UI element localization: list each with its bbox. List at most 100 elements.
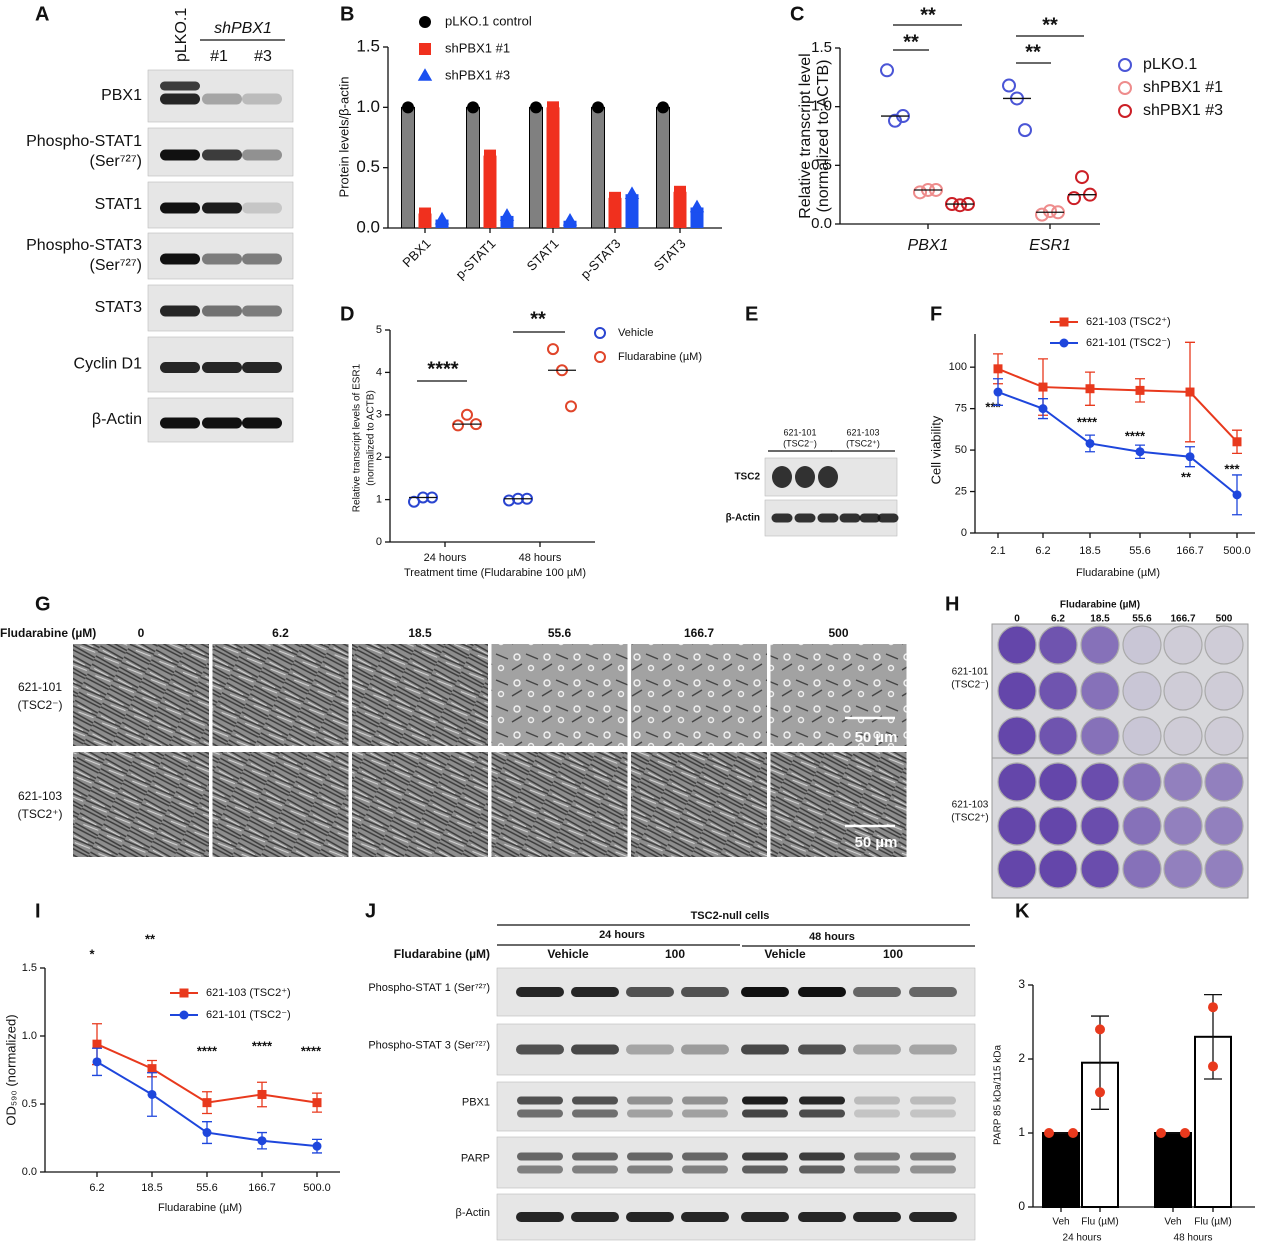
row-label: STAT3 bbox=[95, 299, 143, 316]
band bbox=[854, 1152, 900, 1161]
significance: **** bbox=[1125, 428, 1146, 443]
band bbox=[160, 149, 200, 161]
row-label: 621-103 bbox=[952, 800, 989, 811]
legend-label: 621-103 (TSC2⁺) bbox=[206, 987, 291, 999]
data-point bbox=[1185, 387, 1195, 397]
band bbox=[242, 253, 282, 265]
blot-frame bbox=[496, 967, 976, 1017]
time-label: 24 hours bbox=[599, 929, 645, 941]
band bbox=[202, 149, 242, 161]
band bbox=[242, 417, 282, 429]
data-point bbox=[257, 1136, 267, 1146]
well bbox=[1080, 716, 1120, 756]
data-point bbox=[1232, 437, 1242, 447]
row-label: Phospho-STAT 3 (Ser⁷²⁷) bbox=[368, 1039, 490, 1051]
data-point bbox=[953, 198, 967, 213]
band bbox=[681, 1212, 729, 1222]
band bbox=[571, 987, 619, 997]
significance: ** bbox=[1042, 14, 1058, 36]
band bbox=[853, 987, 901, 997]
well bbox=[1038, 849, 1078, 889]
row-label: (Ser⁷²⁷) bbox=[90, 153, 142, 170]
band bbox=[242, 93, 282, 105]
panel-letter: H bbox=[945, 593, 959, 615]
data-point bbox=[880, 63, 894, 78]
x-tick-label: Veh bbox=[1164, 1217, 1181, 1228]
axis-label: Fludarabine (µM) bbox=[1060, 600, 1140, 611]
band bbox=[853, 1044, 901, 1055]
y-tick-label: 0.0 bbox=[22, 1166, 37, 1178]
band bbox=[794, 513, 816, 523]
legend-label: shPBX1 #3 bbox=[1143, 102, 1223, 119]
well bbox=[1163, 849, 1203, 889]
y-tick-label: 0.5 bbox=[22, 1098, 37, 1110]
y-tick-label: 3 bbox=[376, 409, 382, 421]
micrograph bbox=[631, 752, 767, 857]
bar-marker bbox=[434, 211, 450, 225]
legend-marker bbox=[1118, 58, 1132, 72]
band bbox=[160, 93, 200, 105]
group-label: shPBX1 bbox=[214, 20, 272, 37]
column-label: 0 bbox=[138, 626, 145, 640]
x-tick-label: 166.7 bbox=[248, 1182, 276, 1194]
y-tick-label: 100 bbox=[949, 361, 967, 373]
band bbox=[772, 466, 792, 488]
well bbox=[1163, 625, 1203, 665]
micrograph bbox=[212, 644, 349, 746]
band bbox=[741, 1212, 789, 1222]
y-tick-label: 25 bbox=[955, 485, 967, 497]
band bbox=[517, 1096, 563, 1105]
bar bbox=[673, 191, 687, 228]
micrograph bbox=[491, 752, 628, 857]
band bbox=[517, 1152, 563, 1161]
legend-label: 621-103 (TSC2⁺) bbox=[1086, 316, 1171, 328]
y-tick-label: 1.5 bbox=[811, 39, 832, 56]
band bbox=[571, 1044, 619, 1055]
treatment-label: 100 bbox=[883, 947, 903, 961]
significance: * bbox=[89, 946, 95, 961]
panel-letter: I bbox=[35, 900, 41, 922]
x-tick-label: 18.5 bbox=[1079, 545, 1100, 557]
data-point bbox=[257, 1089, 267, 1099]
well bbox=[1122, 806, 1162, 846]
band bbox=[854, 1165, 900, 1174]
well bbox=[1038, 716, 1078, 756]
band bbox=[771, 513, 793, 523]
well bbox=[1038, 671, 1078, 711]
micrograph bbox=[491, 644, 628, 746]
band bbox=[681, 1044, 729, 1055]
data-point bbox=[1002, 78, 1016, 93]
legend-marker bbox=[419, 16, 431, 28]
row-label: β-Actin bbox=[726, 513, 760, 524]
well bbox=[1080, 806, 1120, 846]
data-point bbox=[147, 1089, 157, 1099]
legend-marker bbox=[1118, 81, 1132, 95]
band bbox=[160, 417, 200, 429]
bar-marker bbox=[530, 101, 542, 114]
data-point bbox=[1185, 452, 1195, 462]
data-point bbox=[92, 1039, 102, 1049]
row-label: 621-101 bbox=[952, 667, 989, 678]
band bbox=[516, 1212, 564, 1222]
column-label: 6.2 bbox=[272, 626, 289, 640]
well bbox=[1204, 716, 1244, 756]
group-label: (TSC2⁻) bbox=[783, 438, 817, 448]
legend-label: Vehicle bbox=[618, 327, 653, 339]
column-label: 500 bbox=[1216, 614, 1233, 625]
well bbox=[1204, 671, 1244, 711]
panel-letter: J bbox=[365, 900, 376, 922]
data-point bbox=[993, 387, 1003, 397]
legend-label: pLKO.1 bbox=[1143, 56, 1197, 73]
data-point bbox=[1095, 1024, 1105, 1035]
lane-label: pLKO.1 bbox=[173, 8, 190, 62]
band bbox=[682, 1152, 728, 1161]
significance: ** bbox=[145, 931, 156, 946]
x-tick-label: 500.0 bbox=[303, 1182, 331, 1194]
bar bbox=[546, 107, 560, 228]
data-point bbox=[565, 400, 577, 413]
group-label: 621-101 bbox=[783, 427, 816, 437]
significance: ** bbox=[903, 31, 919, 53]
well bbox=[1080, 625, 1120, 665]
band bbox=[626, 987, 674, 997]
x-tick-label: p-STAT3 bbox=[578, 236, 624, 282]
